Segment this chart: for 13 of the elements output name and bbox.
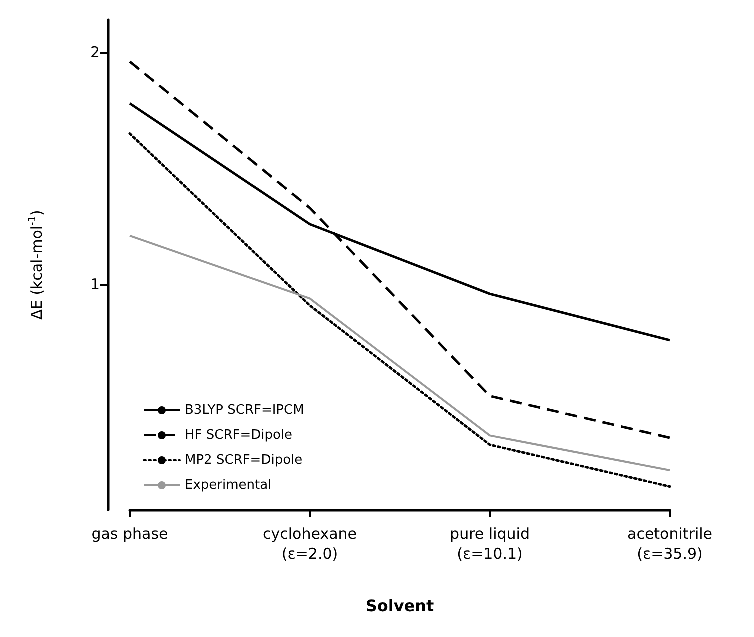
x-tick-label: cyclohexane (ε=2.0) bbox=[263, 525, 357, 563]
line-series bbox=[129, 234, 671, 472]
x-axis-title: Solvent bbox=[366, 596, 435, 616]
legend-label: Experimental bbox=[185, 478, 272, 493]
x-tick-label: pure liquid (ε=10.1) bbox=[450, 525, 530, 563]
y-tick-label: 1 bbox=[90, 276, 100, 294]
legend-label: MP2 SCRF=Dipole bbox=[185, 453, 303, 468]
y-axis-title: ΔE (kcal-mol-1) bbox=[28, 210, 46, 320]
legend-label: B3LYP SCRF=IPCM bbox=[185, 403, 304, 418]
x-tick-label: acetonitrile (ε=35.9) bbox=[627, 525, 713, 563]
x-tick-label: gas phase bbox=[92, 525, 168, 543]
legend-label: HF SCRF=Dipole bbox=[185, 428, 293, 443]
y-tick-label: 2 bbox=[90, 44, 100, 62]
